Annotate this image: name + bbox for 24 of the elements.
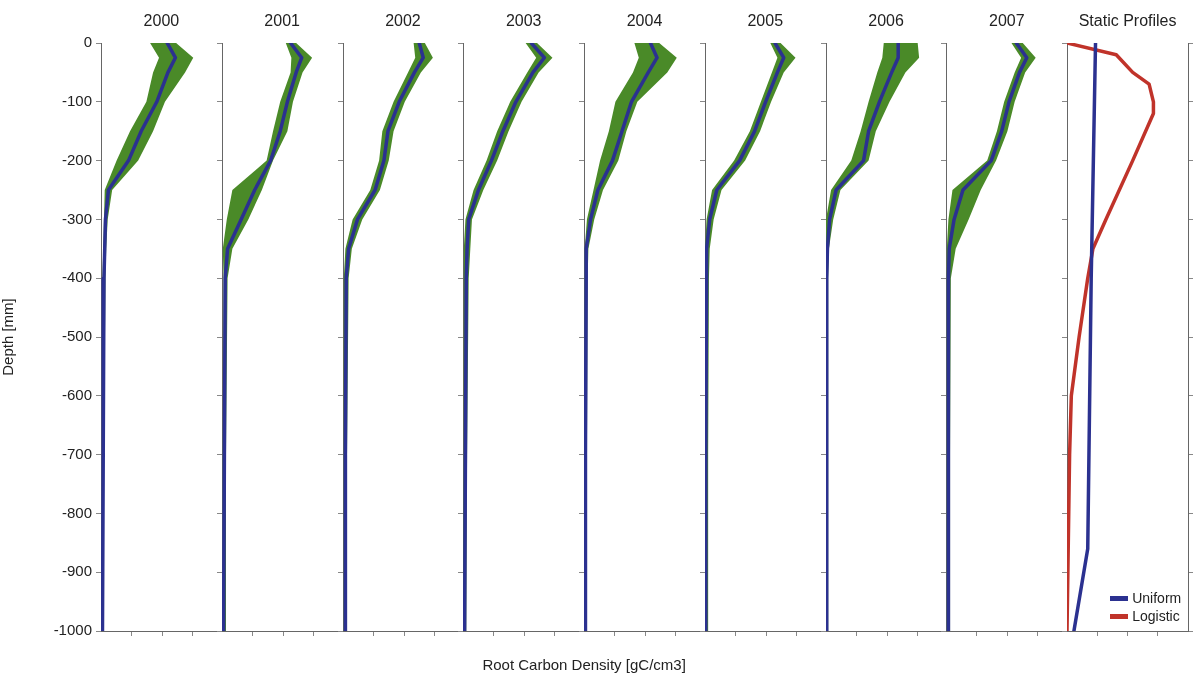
chart-title: 2005	[746, 12, 785, 30]
y-tick-label: -500	[61, 327, 92, 345]
y-tick-label: 0	[83, 33, 92, 51]
chart-title: 2000	[142, 12, 181, 30]
chart-title: 2002	[384, 12, 422, 30]
chart-title: 2004	[625, 12, 664, 30]
chart-title: 2007	[989, 12, 1025, 29]
chart-title: Static Profiles	[1077, 12, 1178, 30]
y-tick-label: -600	[61, 385, 92, 403]
x-axis-title: Root Carbon Density [gC/cm3]	[481, 656, 687, 673]
y-tick-label: -100	[61, 91, 92, 109]
y-tick-label: -400	[61, 268, 92, 286]
y-tick-label: -300	[61, 209, 92, 227]
chart-title: 2001	[263, 12, 301, 30]
legend-label: Logistic	[1132, 607, 1180, 625]
chart-title: 2003	[504, 12, 543, 30]
y-axis-title: Depth [mm]	[0, 298, 17, 376]
y-tick-label: -200	[61, 150, 92, 168]
chart-title: 2006	[867, 12, 905, 30]
y-tick-label: -900	[61, 562, 92, 580]
y-tick-label: -800	[61, 503, 92, 521]
y-tick-label: -1000	[53, 621, 92, 639]
y-tick-label: -700	[61, 444, 92, 462]
legend-label: Uniform	[1132, 589, 1182, 607]
